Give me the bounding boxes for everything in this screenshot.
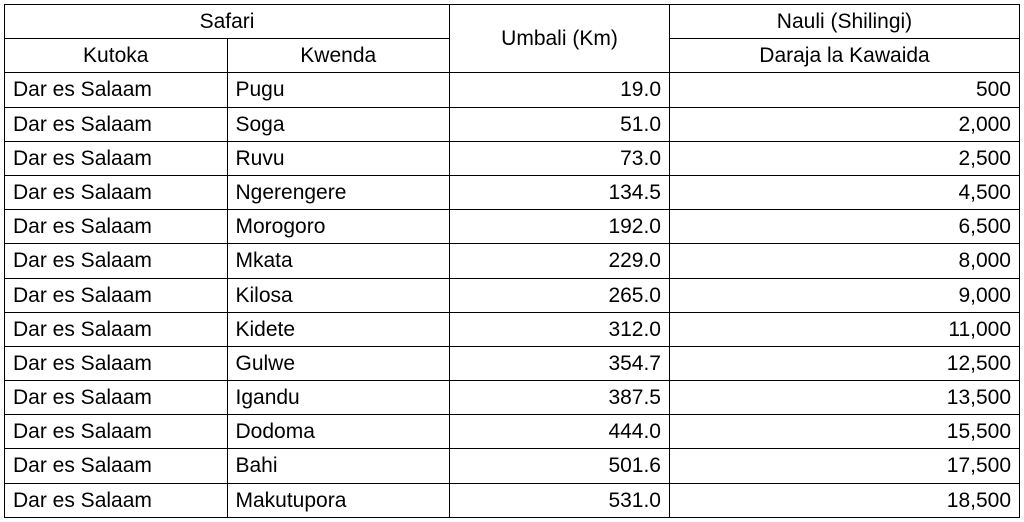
- cell-to: Ruvu: [227, 141, 450, 175]
- cell-to: Gulwe: [227, 346, 450, 380]
- cell-to: Morogoro: [227, 210, 450, 244]
- cell-distance: 387.5: [450, 381, 670, 415]
- table-row: Dar es SalaamMkata229.08,000: [5, 244, 1020, 278]
- cell-fare: 9,000: [670, 278, 1020, 312]
- cell-fare: 2,500: [670, 141, 1020, 175]
- table-header: Safari Umbali (Km) Nauli (Shilingi) Kuto…: [5, 5, 1020, 73]
- header-row-1: Safari Umbali (Km) Nauli (Shilingi): [5, 5, 1020, 39]
- table-row: Dar es SalaamNgerengere134.54,500: [5, 175, 1020, 209]
- table-row: Dar es SalaamIgandu387.513,500: [5, 381, 1020, 415]
- cell-from: Dar es Salaam: [5, 449, 228, 483]
- cell-distance: 134.5: [450, 175, 670, 209]
- cell-fare: 13,500: [670, 381, 1020, 415]
- cell-to: Igandu: [227, 381, 450, 415]
- cell-fare: 18,500: [670, 483, 1020, 517]
- cell-distance: 501.6: [450, 449, 670, 483]
- cell-from: Dar es Salaam: [5, 483, 228, 517]
- cell-distance: 354.7: [450, 346, 670, 380]
- table-row: Dar es SalaamKilosa265.09,000: [5, 278, 1020, 312]
- cell-to: Kidete: [227, 312, 450, 346]
- cell-from: Dar es Salaam: [5, 141, 228, 175]
- header-kwenda: Kwenda: [227, 39, 450, 73]
- table-row: Dar es SalaamRuvu73.02,500: [5, 141, 1020, 175]
- cell-from: Dar es Salaam: [5, 312, 228, 346]
- cell-distance: 312.0: [450, 312, 670, 346]
- cell-from: Dar es Salaam: [5, 175, 228, 209]
- table-row: Dar es SalaamPugu19.0500: [5, 73, 1020, 107]
- table-body: Dar es SalaamPugu19.0500Dar es SalaamSog…: [5, 73, 1020, 517]
- cell-distance: 229.0: [450, 244, 670, 278]
- cell-to: Mkata: [227, 244, 450, 278]
- cell-to: Kilosa: [227, 278, 450, 312]
- table-row: Dar es SalaamGulwe354.712,500: [5, 346, 1020, 380]
- cell-fare: 6,500: [670, 210, 1020, 244]
- cell-distance: 73.0: [450, 141, 670, 175]
- header-kutoka: Kutoka: [5, 39, 228, 73]
- cell-fare: 4,500: [670, 175, 1020, 209]
- cell-from: Dar es Salaam: [5, 415, 228, 449]
- cell-fare: 15,500: [670, 415, 1020, 449]
- cell-from: Dar es Salaam: [5, 244, 228, 278]
- header-safari: Safari: [5, 5, 450, 39]
- cell-from: Dar es Salaam: [5, 278, 228, 312]
- header-umbali: Umbali (Km): [450, 5, 670, 73]
- cell-distance: 265.0: [450, 278, 670, 312]
- cell-to: Soga: [227, 107, 450, 141]
- cell-distance: 51.0: [450, 107, 670, 141]
- cell-fare: 500: [670, 73, 1020, 107]
- header-daraja: Daraja la Kawaida: [670, 39, 1020, 73]
- cell-from: Dar es Salaam: [5, 210, 228, 244]
- cell-fare: 12,500: [670, 346, 1020, 380]
- cell-distance: 444.0: [450, 415, 670, 449]
- cell-fare: 17,500: [670, 449, 1020, 483]
- table-row: Dar es SalaamBahi501.617,500: [5, 449, 1020, 483]
- cell-fare: 11,000: [670, 312, 1020, 346]
- table-row: Dar es SalaamMakutupora531.018,500: [5, 483, 1020, 517]
- cell-from: Dar es Salaam: [5, 73, 228, 107]
- cell-to: Ngerengere: [227, 175, 450, 209]
- cell-from: Dar es Salaam: [5, 346, 228, 380]
- cell-fare: 2,000: [670, 107, 1020, 141]
- cell-distance: 192.0: [450, 210, 670, 244]
- table-row: Dar es SalaamMorogoro192.06,500: [5, 210, 1020, 244]
- cell-from: Dar es Salaam: [5, 381, 228, 415]
- table-row: Dar es SalaamDodoma444.015,500: [5, 415, 1020, 449]
- header-nauli: Nauli (Shilingi): [670, 5, 1020, 39]
- cell-to: Bahi: [227, 449, 450, 483]
- table-row: Dar es SalaamSoga51.02,000: [5, 107, 1020, 141]
- cell-to: Pugu: [227, 73, 450, 107]
- cell-to: Makutupora: [227, 483, 450, 517]
- cell-to: Dodoma: [227, 415, 450, 449]
- cell-distance: 531.0: [450, 483, 670, 517]
- cell-fare: 8,000: [670, 244, 1020, 278]
- fare-table: Safari Umbali (Km) Nauli (Shilingi) Kuto…: [4, 4, 1020, 518]
- cell-from: Dar es Salaam: [5, 107, 228, 141]
- table-row: Dar es SalaamKidete312.011,000: [5, 312, 1020, 346]
- cell-distance: 19.0: [450, 73, 670, 107]
